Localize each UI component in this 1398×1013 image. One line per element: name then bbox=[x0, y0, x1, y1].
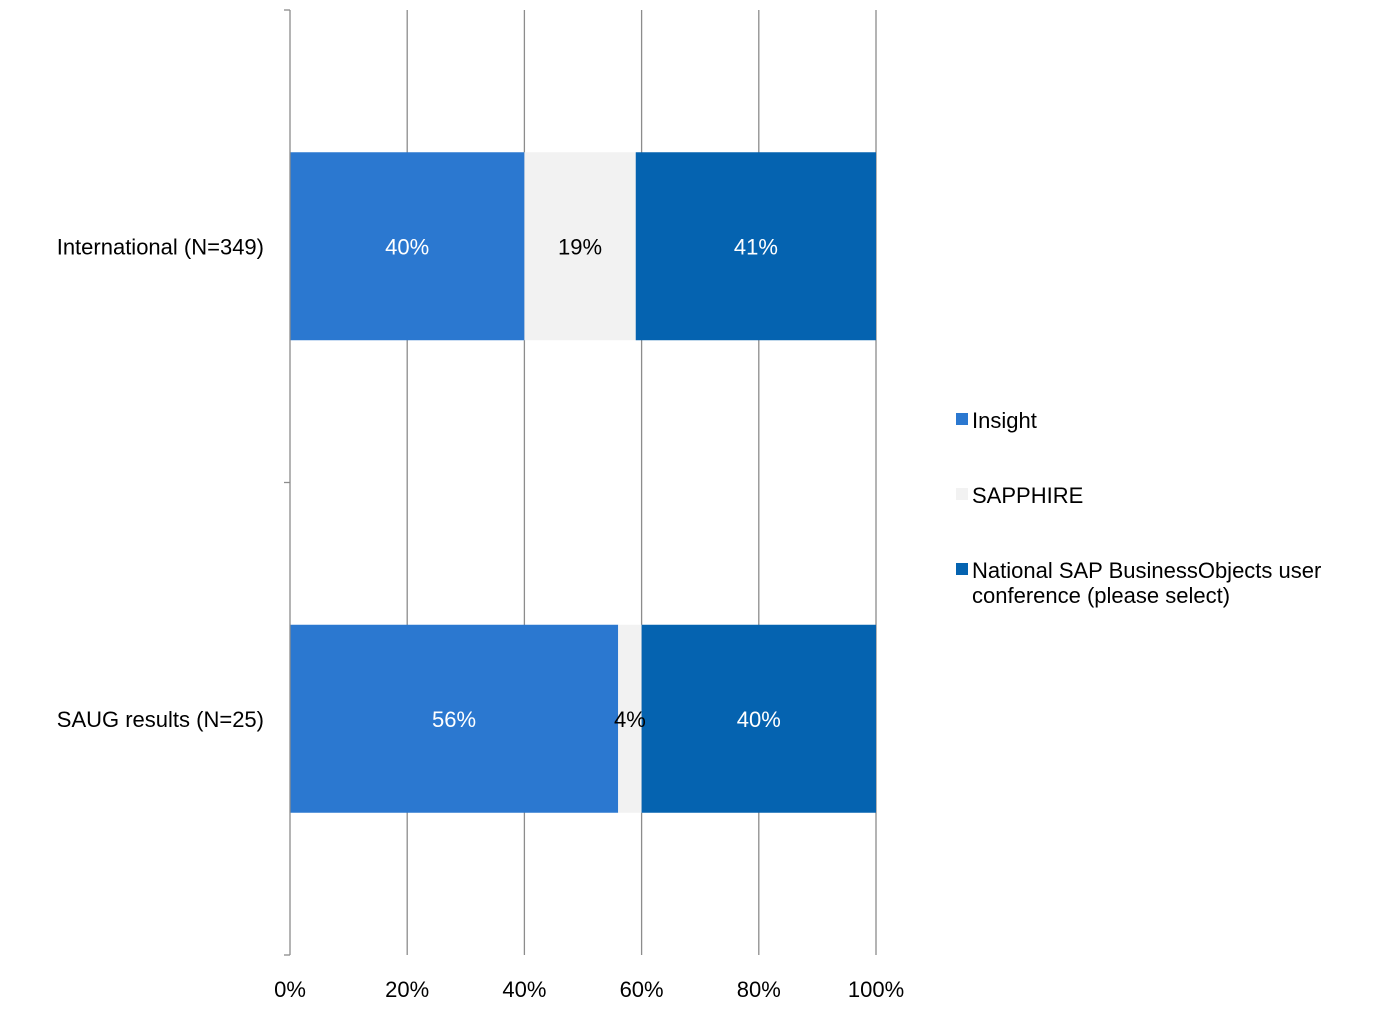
axes: International (N=349) SAUG results (N=25)… bbox=[57, 9, 904, 1002]
data-label: 56% bbox=[432, 707, 476, 732]
x-tick-label: 100% bbox=[848, 977, 904, 1002]
gridlines bbox=[406, 10, 877, 955]
legend-swatch bbox=[956, 413, 968, 425]
bars bbox=[290, 152, 876, 813]
data-label: 41% bbox=[734, 234, 778, 259]
data-label: 40% bbox=[737, 707, 781, 732]
data-labels: 40% 19% 41% 56% 4% 40% bbox=[385, 234, 781, 732]
data-label: 40% bbox=[385, 234, 429, 259]
bar-segment bbox=[635, 152, 876, 341]
x-tick-label: 80% bbox=[737, 977, 781, 1002]
bar-segment bbox=[290, 624, 619, 813]
x-tick-label: 40% bbox=[502, 977, 546, 1002]
legend-label: Insight bbox=[972, 408, 1037, 433]
legend: Insight SAPPHIRE National SAP BusinessObje… bbox=[956, 408, 1321, 608]
data-label: 4% bbox=[614, 707, 646, 732]
legend-label: SAPPHIRE bbox=[972, 483, 1083, 508]
x-tick-label: 20% bbox=[385, 977, 429, 1002]
bar-segment bbox=[524, 152, 636, 341]
data-label: 19% bbox=[558, 234, 602, 259]
bar-segment bbox=[290, 152, 525, 341]
bar-segment bbox=[641, 624, 876, 813]
legend-label: National SAP BusinessObjects user confere… bbox=[972, 558, 1321, 608]
x-tick-label: 0% bbox=[274, 977, 306, 1002]
x-tick-label: 60% bbox=[620, 977, 664, 1002]
category-label: SAUG results (N=25) bbox=[57, 707, 264, 732]
category-label: International (N=349) bbox=[57, 234, 264, 259]
legend-swatch bbox=[956, 563, 968, 575]
legend-swatch bbox=[956, 488, 968, 500]
bar-segment bbox=[618, 624, 642, 813]
